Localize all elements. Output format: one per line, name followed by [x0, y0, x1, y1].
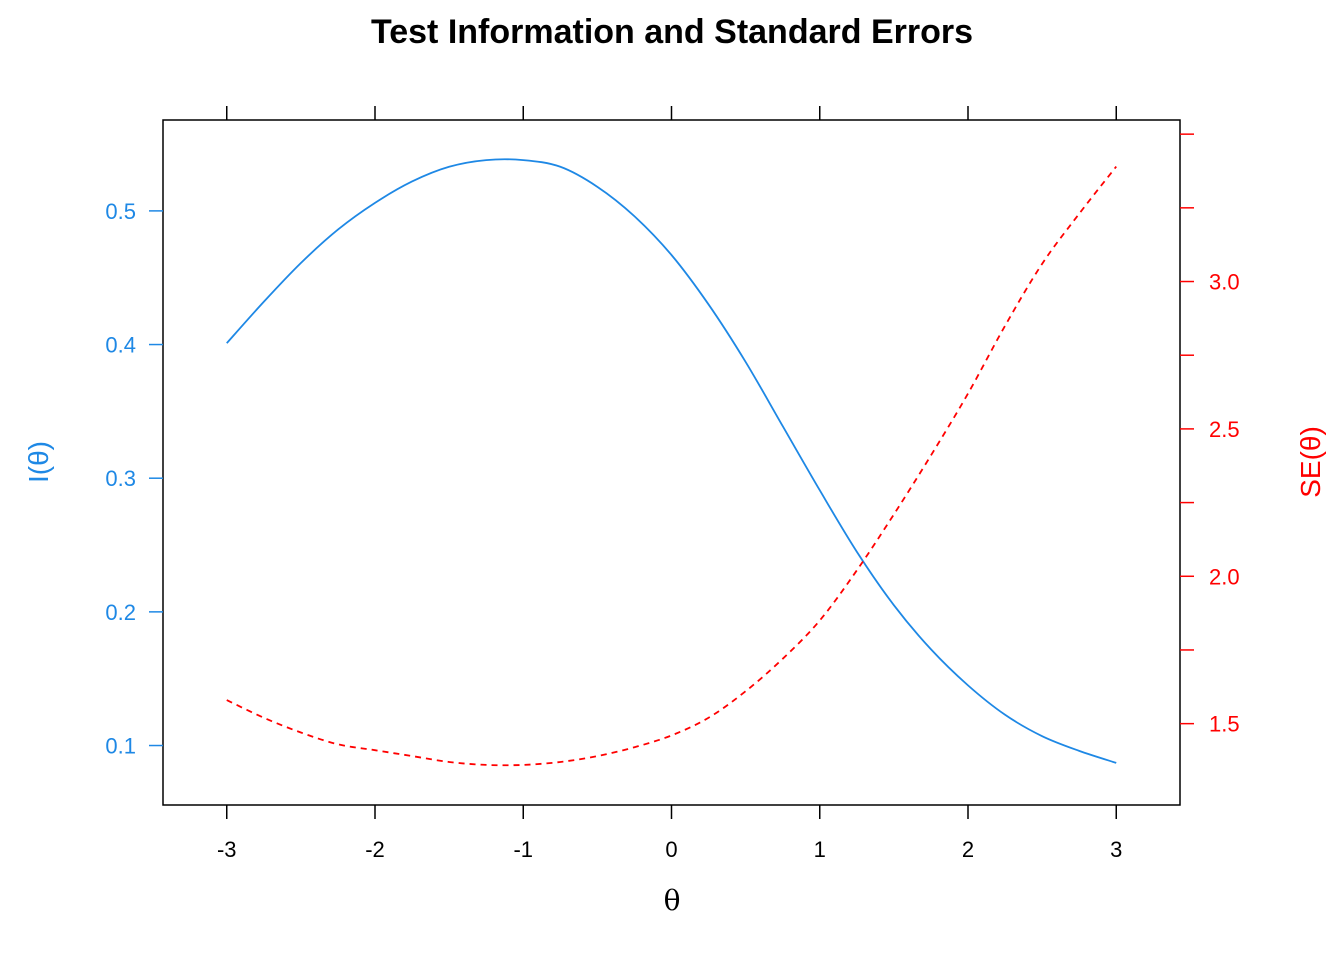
y-axis-left-label: I(θ) — [23, 441, 54, 483]
y-right-tick-label: 3.0 — [1209, 270, 1240, 295]
standard-error-curve — [226, 166, 1117, 767]
chart-title: Test Information and Standard Errors — [371, 13, 973, 51]
y-right-tick-label: 1.5 — [1209, 712, 1240, 737]
x-tick-label: -3 — [217, 837, 237, 862]
y-right-tick-label: 2.5 — [1209, 417, 1240, 442]
y-axis-left: 0.1 0.2 0.3 0.4 0.5 — [105, 199, 163, 759]
information-curve — [226, 158, 1117, 764]
x-tick-label: 2 — [962, 837, 974, 862]
x-axis-label: θ — [664, 884, 681, 917]
x-tick-label: 3 — [1110, 837, 1122, 862]
x-tick-label: -2 — [365, 837, 385, 862]
y-axis-right-label: SE(θ) — [1295, 426, 1326, 498]
x-axis-top — [225, 106, 1118, 120]
y-right-tick-label: 2.0 — [1209, 564, 1240, 589]
x-axis-bottom: -3 -2 -1 0 1 2 3 — [217, 805, 1122, 862]
y-left-tick-label: 0.4 — [105, 333, 136, 358]
x-tick-label: -1 — [513, 837, 533, 862]
y-left-tick-label: 0.2 — [105, 600, 136, 625]
plot-frame — [162, 119, 1181, 806]
x-tick-label: 1 — [814, 837, 826, 862]
y-left-tick-label: 0.5 — [105, 199, 136, 224]
y-left-tick-label: 0.1 — [105, 734, 136, 759]
y-left-tick-label: 0.3 — [105, 466, 136, 491]
x-tick-label: 0 — [665, 837, 677, 862]
series-layer — [226, 158, 1117, 767]
y-axis-right: 1.5 2.0 2.5 3.0 — [1180, 133, 1240, 737]
